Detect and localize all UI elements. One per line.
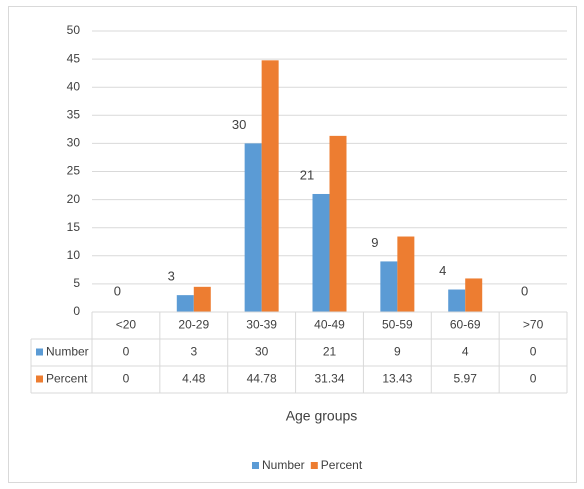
y-tick-label: 5 [73,276,80,290]
table-cell: 9 [394,345,401,359]
legend-swatch-percent [310,462,318,469]
data-label: 21 [300,167,314,182]
y-tick-label: 15 [67,220,81,234]
table-cell: 0 [530,345,537,359]
table-cell: 44.78 [247,372,277,386]
y-tick-label: 20 [67,192,81,206]
table-cell: 30 [255,345,269,359]
x-tick-label: 40-49 [314,318,345,332]
legend-key-percent [36,375,43,383]
table-cell: 21 [323,345,337,359]
bar-percent [193,286,211,312]
bar-number [176,295,194,312]
y-tick-label: 0 [73,304,80,318]
x-tick-label: 30-39 [246,318,277,332]
bar-number [448,289,466,312]
bar-percent [397,236,415,312]
table-cell: 5.97 [454,372,478,386]
table-cell: 0 [530,372,537,386]
legend-swatch-number [252,462,259,469]
x-axis-title: Age groups [286,408,358,424]
data-label: 3 [168,269,175,284]
table-series-label: Percent [46,372,88,386]
x-tick-label: 20-29 [178,318,209,332]
x-tick-label: 50-59 [382,318,413,332]
x-tick-label: <20 [116,318,137,332]
bar-percent [261,60,279,313]
bar-number [380,261,398,312]
data-label: 9 [371,235,378,250]
table-cell: 0 [123,372,130,386]
y-tick-label: 40 [67,79,81,93]
table-cell: 13.43 [382,372,412,386]
table-cell: 3 [190,345,197,359]
data-label: 0 [521,283,528,298]
legend-label: Number [262,458,305,472]
chart-area [8,6,577,483]
data-label: 4 [439,263,446,278]
y-tick-label: 50 [67,23,81,37]
x-tick-label: >70 [523,318,544,332]
bar-percent [465,278,483,312]
y-tick-label: 30 [67,136,81,150]
bar-number [312,193,330,312]
legend-key-number [36,348,43,356]
table-cell: 31.34 [314,372,344,386]
legend-label: Percent [321,458,363,472]
y-tick-label: 10 [67,248,81,262]
data-label: 30 [232,117,246,132]
y-tick-label: 45 [67,51,81,65]
table-cell: 4.48 [182,372,206,386]
y-tick-label: 35 [67,107,81,121]
table-cell: 4 [462,345,469,359]
bar-number [244,143,262,312]
x-tick-label: 60-69 [450,318,481,332]
table-series-label: Number [46,345,89,359]
bar-percent [329,135,347,312]
table-cell: 0 [123,345,130,359]
y-tick-label: 25 [67,164,81,178]
data-label: 0 [114,283,121,298]
